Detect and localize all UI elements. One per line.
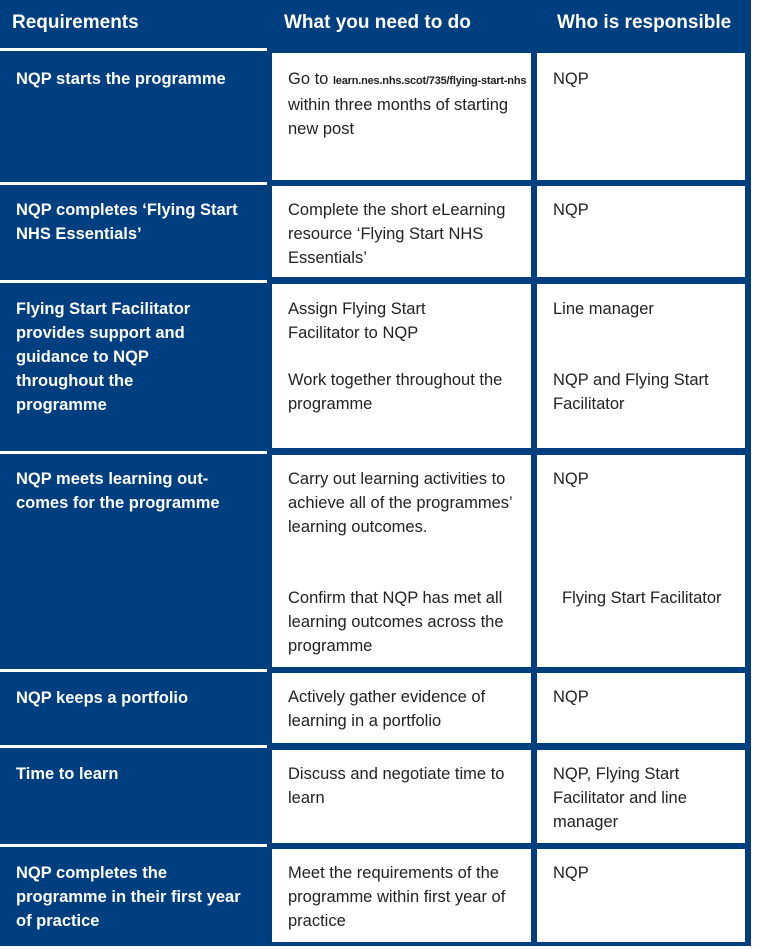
header-what-you-need-to-do: What you need to do [284, 12, 471, 33]
responsible-text: NQP and Flying Start Facilitator [553, 371, 709, 413]
requirement-cell: Time to learn [16, 765, 119, 783]
requirement-cell: NQP starts the programme [16, 70, 226, 88]
responsible-text: Flying Start Facilitator [562, 589, 722, 607]
row-divider [0, 745, 267, 748]
header-requirements: Requirements [12, 12, 139, 33]
responsible-text: Line manager [553, 300, 654, 318]
responsible-cell: NQP, Flying Start Facilitator and line m… [537, 750, 745, 843]
action-suffix: within three months of starting new post [288, 96, 509, 138]
action-cell: Actively gather evidence of learning in … [272, 673, 531, 743]
row-divider [0, 182, 267, 185]
responsible-text: NQP, Flying Start Facilitator and line m… [553, 765, 687, 831]
action-text: Discuss and negotiate time to learn [288, 765, 505, 807]
requirement-cell: NQP meets learning out-comes for the pro… [16, 470, 220, 512]
responsible-cell: NQP [537, 673, 745, 743]
responsible-cell: NQP [537, 53, 745, 180]
responsible-cell: Line manager NQP and Flying Start Facili… [537, 284, 745, 448]
action-cell: Complete the short eLearning resource ‘F… [272, 186, 531, 277]
responsible-text: NQP [553, 470, 589, 488]
action-cell: Assign Flying Start Facilitator to NQP W… [272, 284, 531, 448]
action-prefix: Go to [288, 70, 333, 88]
action-cell: Meet the requirements of the programme w… [272, 849, 531, 942]
requirements-table: Requirements What you need to do Who is … [0, 0, 751, 946]
action-text: Confirm that NQP has met all learning ou… [288, 589, 504, 655]
row-divider [0, 280, 267, 283]
action-cell: Discuss and negotiate time to learn [272, 750, 531, 843]
header-who-is-responsible: Who is responsible [557, 12, 732, 33]
row-divider [0, 844, 267, 847]
action-text: Actively gather evidence of learning in … [288, 688, 486, 730]
responsible-text: NQP [553, 688, 589, 706]
action-text: Carry out learning activities to achieve… [288, 470, 513, 536]
requirement-cell: NQP keeps a portfolio [16, 689, 189, 707]
row-divider [0, 669, 267, 672]
course-link[interactable]: learn.nes.nhs.scot/735/flying-start-nhs [332, 75, 527, 87]
responsible-cell: NQP [537, 849, 745, 942]
action-text: Meet the requirements of the programme w… [288, 864, 506, 930]
responsible-text: NQP [553, 864, 589, 882]
action-cell: Go to learn.nes.nhs.scot/735/flying-star… [272, 53, 531, 180]
action-cell: Carry out learning activities to achieve… [272, 455, 531, 667]
requirement-cell: Flying Start Facilitator provides suppor… [16, 300, 191, 414]
action-text: Go to learn.nes.nhs.scot/735/flying-star… [288, 67, 529, 141]
action-text: Assign Flying Start Facilitator to NQP [288, 300, 426, 342]
responsible-text: NQP [553, 201, 589, 219]
action-text: Complete the short eLearning resource ‘F… [288, 201, 506, 267]
requirement-cell: NQP completes the programme in their fir… [16, 864, 241, 930]
responsible-text: NQP [553, 70, 589, 88]
action-text: Work together throughout the programme [288, 371, 503, 413]
responsible-cell: NQP [537, 186, 745, 277]
responsible-cell: NQP Flying Start Facilitator [537, 455, 745, 667]
requirement-cell: NQP completes ‘Flying Start NHS Essentia… [16, 201, 238, 243]
row-divider [0, 451, 267, 454]
row-divider [0, 48, 267, 51]
